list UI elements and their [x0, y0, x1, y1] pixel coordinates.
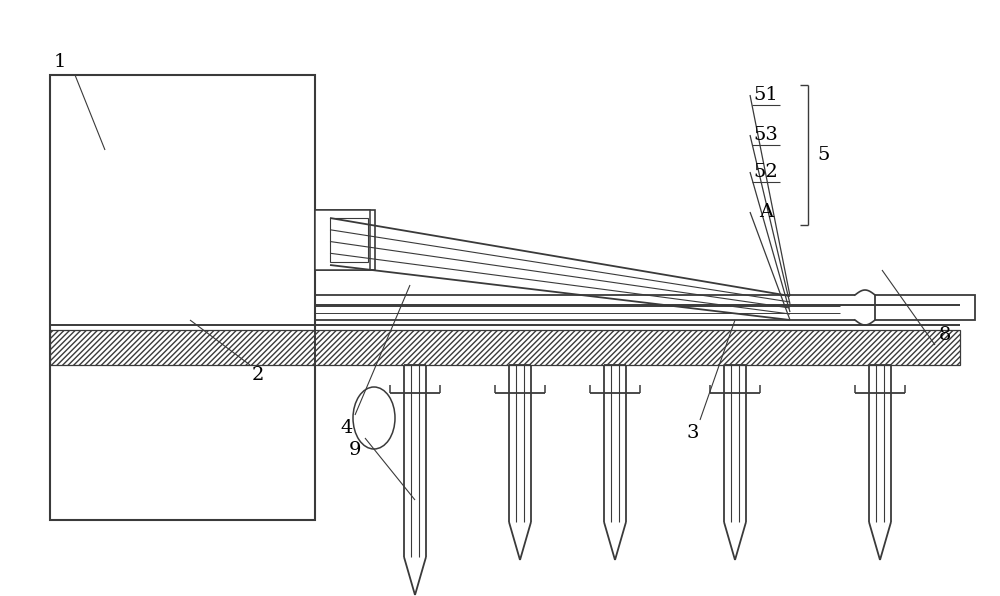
Bar [330, 218, 368, 262]
Bar [875, 295, 975, 320]
Bar [330, 218, 368, 262]
Bar [50, 75, 315, 520]
Text: A: A [759, 203, 773, 221]
Text: 2: 2 [252, 366, 264, 384]
Text: 5: 5 [818, 146, 830, 164]
Bar [315, 210, 375, 270]
Text: 1: 1 [54, 53, 66, 71]
Text: 53: 53 [754, 126, 778, 144]
Bar [50, 330, 960, 365]
Text: 4: 4 [341, 419, 353, 437]
Text: 8: 8 [939, 326, 951, 344]
Text: 3: 3 [687, 424, 699, 442]
Text: 51: 51 [754, 86, 778, 104]
Text: 52: 52 [754, 163, 778, 181]
Text: 9: 9 [349, 441, 361, 459]
Bar [315, 210, 370, 270]
